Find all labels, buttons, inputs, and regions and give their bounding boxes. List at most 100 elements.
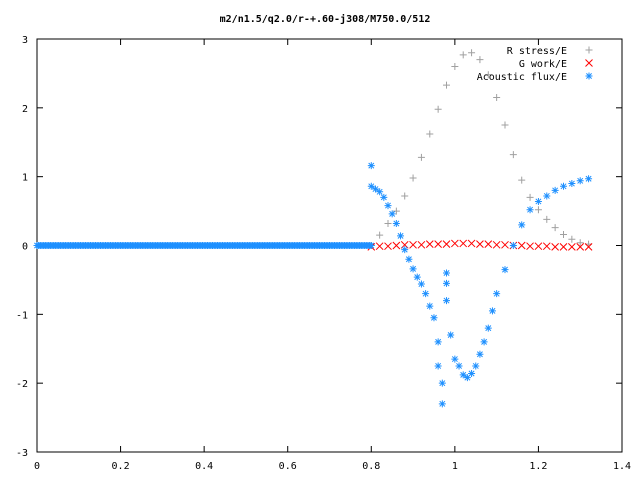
data-point	[568, 180, 576, 188]
data-point	[526, 206, 534, 214]
data-point	[534, 206, 542, 214]
data-point	[409, 240, 417, 249]
data-point	[463, 374, 471, 382]
data-point	[492, 240, 501, 249]
data-point	[434, 362, 442, 370]
data-point	[584, 243, 593, 251]
data-point	[443, 297, 450, 305]
data-point	[367, 242, 375, 249]
legend: R stress/E G work/E Acoustic flux/E	[477, 46, 593, 83]
data-point	[422, 290, 430, 298]
legend-marker	[585, 46, 593, 54]
data-point	[484, 324, 492, 332]
data-point	[501, 266, 509, 274]
data-points	[33, 49, 593, 408]
data-point	[526, 242, 534, 251]
data-point	[455, 362, 463, 370]
data-point	[434, 338, 442, 346]
data-point	[434, 105, 442, 113]
data-point	[484, 71, 492, 79]
y-tick-label: 3	[22, 35, 28, 46]
data-point	[384, 219, 392, 227]
data-point	[438, 379, 446, 387]
legend-label: G work/E	[519, 59, 567, 70]
x-tick-label: 0	[34, 461, 40, 472]
data-point	[401, 246, 409, 254]
data-point	[451, 63, 459, 71]
data-point	[430, 314, 438, 322]
series-g-work-e	[367, 239, 593, 251]
data-point	[376, 188, 384, 196]
legend-label: Acoustic flux/E	[477, 72, 567, 83]
y-tick-label: 2	[22, 104, 28, 115]
data-point	[468, 49, 476, 57]
chart-title: m2/n1.5/q2.0/r-+.60-j308/M750.0/512	[220, 13, 431, 25]
data-point	[425, 240, 434, 248]
data-point	[509, 242, 517, 249]
data-point	[568, 243, 576, 251]
data-point	[534, 242, 543, 251]
data-point	[576, 243, 585, 251]
data-point	[551, 224, 559, 232]
data-point	[384, 242, 392, 251]
data-point	[568, 235, 576, 243]
data-point	[451, 355, 459, 363]
y-tick-label: 1	[22, 173, 28, 184]
data-point	[501, 240, 509, 249]
data-point	[517, 241, 526, 250]
series-acoustic-flux-flat	[33, 242, 375, 249]
data-point	[476, 350, 484, 358]
data-point	[559, 243, 568, 251]
data-point	[443, 81, 450, 89]
x-tick-label: 1.4	[613, 461, 631, 472]
data-point	[459, 51, 467, 59]
data-point	[384, 202, 392, 210]
data-point	[467, 239, 476, 248]
data-point	[468, 370, 476, 378]
data-point	[434, 240, 442, 248]
y-tick-label: -2	[16, 379, 28, 390]
data-point	[438, 400, 446, 408]
series-acoustic-flux-e	[367, 162, 593, 408]
data-point	[426, 130, 434, 138]
data-point	[451, 239, 459, 248]
data-point	[375, 242, 384, 251]
data-point	[371, 185, 379, 193]
data-point	[380, 193, 388, 201]
data-point	[576, 177, 584, 185]
data-point	[443, 269, 450, 277]
data-point	[459, 239, 468, 248]
x-tick-label: 1.2	[529, 461, 547, 472]
data-point	[417, 240, 426, 249]
data-point	[442, 240, 451, 248]
data-point	[409, 265, 417, 273]
x-tick-label: 0.4	[195, 461, 213, 472]
data-point	[417, 280, 425, 288]
data-point	[576, 239, 584, 247]
y-tick-label: -1	[16, 310, 28, 321]
legend-marker	[585, 72, 593, 80]
data-point	[560, 230, 567, 238]
axes-group: 0 0.2 0.4 0.6 0.8 1 1.2 1.4 -3 -2 -1 0 1 2 3	[16, 35, 631, 472]
data-point	[367, 182, 375, 190]
data-point	[392, 219, 400, 227]
data-point	[518, 221, 526, 229]
data-point	[484, 240, 493, 248]
data-point	[526, 193, 534, 201]
legend-marker	[585, 59, 593, 67]
x-tick-label: 0.6	[279, 461, 297, 472]
data-point	[543, 215, 551, 223]
data-point	[447, 331, 455, 339]
data-point	[488, 307, 496, 315]
data-point	[388, 210, 396, 218]
x-tick-label: 0.8	[362, 461, 380, 472]
data-point	[518, 176, 526, 184]
data-point	[551, 186, 559, 194]
data-point	[534, 197, 542, 205]
data-point	[493, 94, 501, 102]
data-point	[409, 174, 417, 182]
data-point	[476, 56, 484, 64]
data-point	[459, 371, 467, 379]
data-point	[542, 242, 551, 251]
